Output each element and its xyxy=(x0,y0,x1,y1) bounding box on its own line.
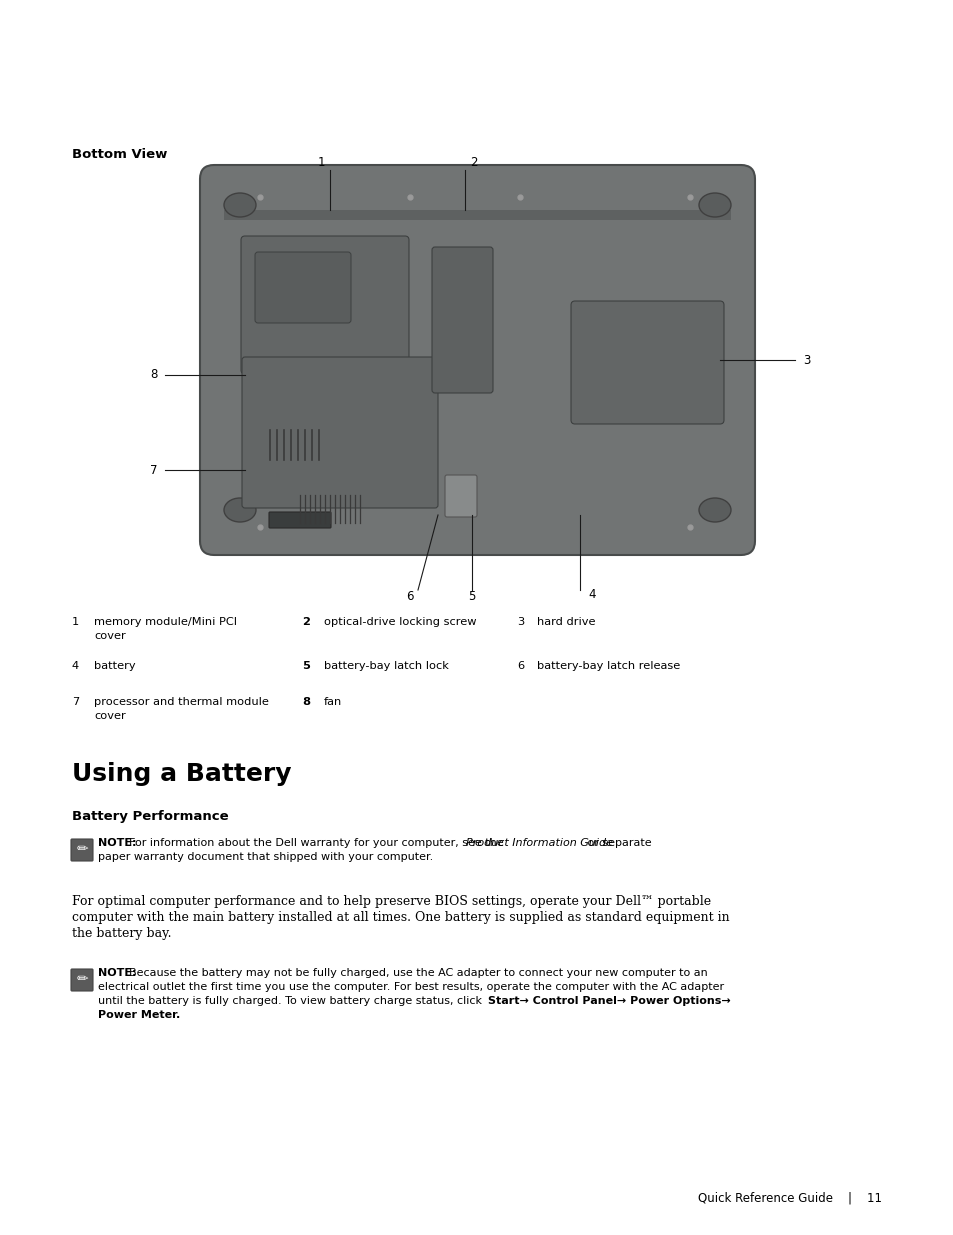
Text: fan: fan xyxy=(324,697,342,706)
Text: NOTE:: NOTE: xyxy=(98,839,136,848)
Text: Product Information Guide: Product Information Guide xyxy=(465,839,613,848)
Ellipse shape xyxy=(699,193,730,217)
FancyBboxPatch shape xyxy=(432,247,493,393)
Text: until the battery is fully charged. To view battery charge status, click: until the battery is fully charged. To v… xyxy=(98,995,485,1007)
FancyBboxPatch shape xyxy=(254,252,351,324)
Text: Quick Reference Guide    |    11: Quick Reference Guide | 11 xyxy=(698,1192,882,1205)
Text: 4: 4 xyxy=(71,661,79,671)
Ellipse shape xyxy=(699,498,730,522)
Text: 7: 7 xyxy=(71,697,79,706)
Text: Battery Performance: Battery Performance xyxy=(71,810,229,823)
Text: Power Meter.: Power Meter. xyxy=(98,1010,180,1020)
Text: 4: 4 xyxy=(587,589,595,601)
Text: ✏: ✏ xyxy=(76,972,88,986)
Text: battery-bay latch release: battery-bay latch release xyxy=(537,661,679,671)
FancyBboxPatch shape xyxy=(242,357,437,508)
Text: processor and thermal module: processor and thermal module xyxy=(94,697,269,706)
Text: 5: 5 xyxy=(468,590,476,604)
Text: 6: 6 xyxy=(517,661,523,671)
Text: Start→ Control Panel→ Power Options→: Start→ Control Panel→ Power Options→ xyxy=(488,995,730,1007)
Text: 1: 1 xyxy=(317,157,325,169)
Text: 3: 3 xyxy=(802,353,809,367)
Text: 1: 1 xyxy=(71,618,79,627)
Text: 5: 5 xyxy=(302,661,310,671)
FancyBboxPatch shape xyxy=(269,513,331,529)
Text: ✏: ✏ xyxy=(76,842,88,856)
Text: 8: 8 xyxy=(151,368,158,382)
Text: battery: battery xyxy=(94,661,135,671)
FancyBboxPatch shape xyxy=(571,301,723,424)
FancyBboxPatch shape xyxy=(71,969,92,990)
Text: battery-bay latch lock: battery-bay latch lock xyxy=(324,661,449,671)
Text: Bottom View: Bottom View xyxy=(71,148,167,161)
Text: Because the battery may not be fully charged, use the AC adapter to connect your: Because the battery may not be fully cha… xyxy=(129,968,707,978)
FancyBboxPatch shape xyxy=(200,165,754,555)
Text: computer with the main battery installed at all times. One battery is supplied a: computer with the main battery installed… xyxy=(71,911,729,924)
Text: 2: 2 xyxy=(470,157,477,169)
Ellipse shape xyxy=(224,193,255,217)
Text: 2: 2 xyxy=(302,618,310,627)
Ellipse shape xyxy=(224,498,255,522)
Text: For information about the Dell warranty for your computer, see the: For information about the Dell warranty … xyxy=(129,839,507,848)
Text: Using a Battery: Using a Battery xyxy=(71,762,292,785)
Text: 3: 3 xyxy=(517,618,524,627)
Text: the battery bay.: the battery bay. xyxy=(71,927,172,940)
Text: 7: 7 xyxy=(151,463,158,477)
Text: cover: cover xyxy=(94,711,126,721)
Text: For optimal computer performance and to help preserve BIOS settings, operate you: For optimal computer performance and to … xyxy=(71,895,710,908)
Text: hard drive: hard drive xyxy=(537,618,595,627)
Bar xyxy=(224,210,730,220)
Text: NOTE:: NOTE: xyxy=(98,968,136,978)
Text: optical-drive locking screw: optical-drive locking screw xyxy=(324,618,476,627)
FancyBboxPatch shape xyxy=(71,839,92,861)
Text: cover: cover xyxy=(94,631,126,641)
Text: electrical outlet the first time you use the computer. For best results, operate: electrical outlet the first time you use… xyxy=(98,982,723,992)
Text: 8: 8 xyxy=(302,697,310,706)
Text: memory module/Mini PCI: memory module/Mini PCI xyxy=(94,618,237,627)
FancyBboxPatch shape xyxy=(444,475,476,517)
Text: 6: 6 xyxy=(406,590,414,604)
Text: or separate: or separate xyxy=(583,839,651,848)
FancyBboxPatch shape xyxy=(241,236,409,374)
Text: paper warranty document that shipped with your computer.: paper warranty document that shipped wit… xyxy=(98,852,433,862)
